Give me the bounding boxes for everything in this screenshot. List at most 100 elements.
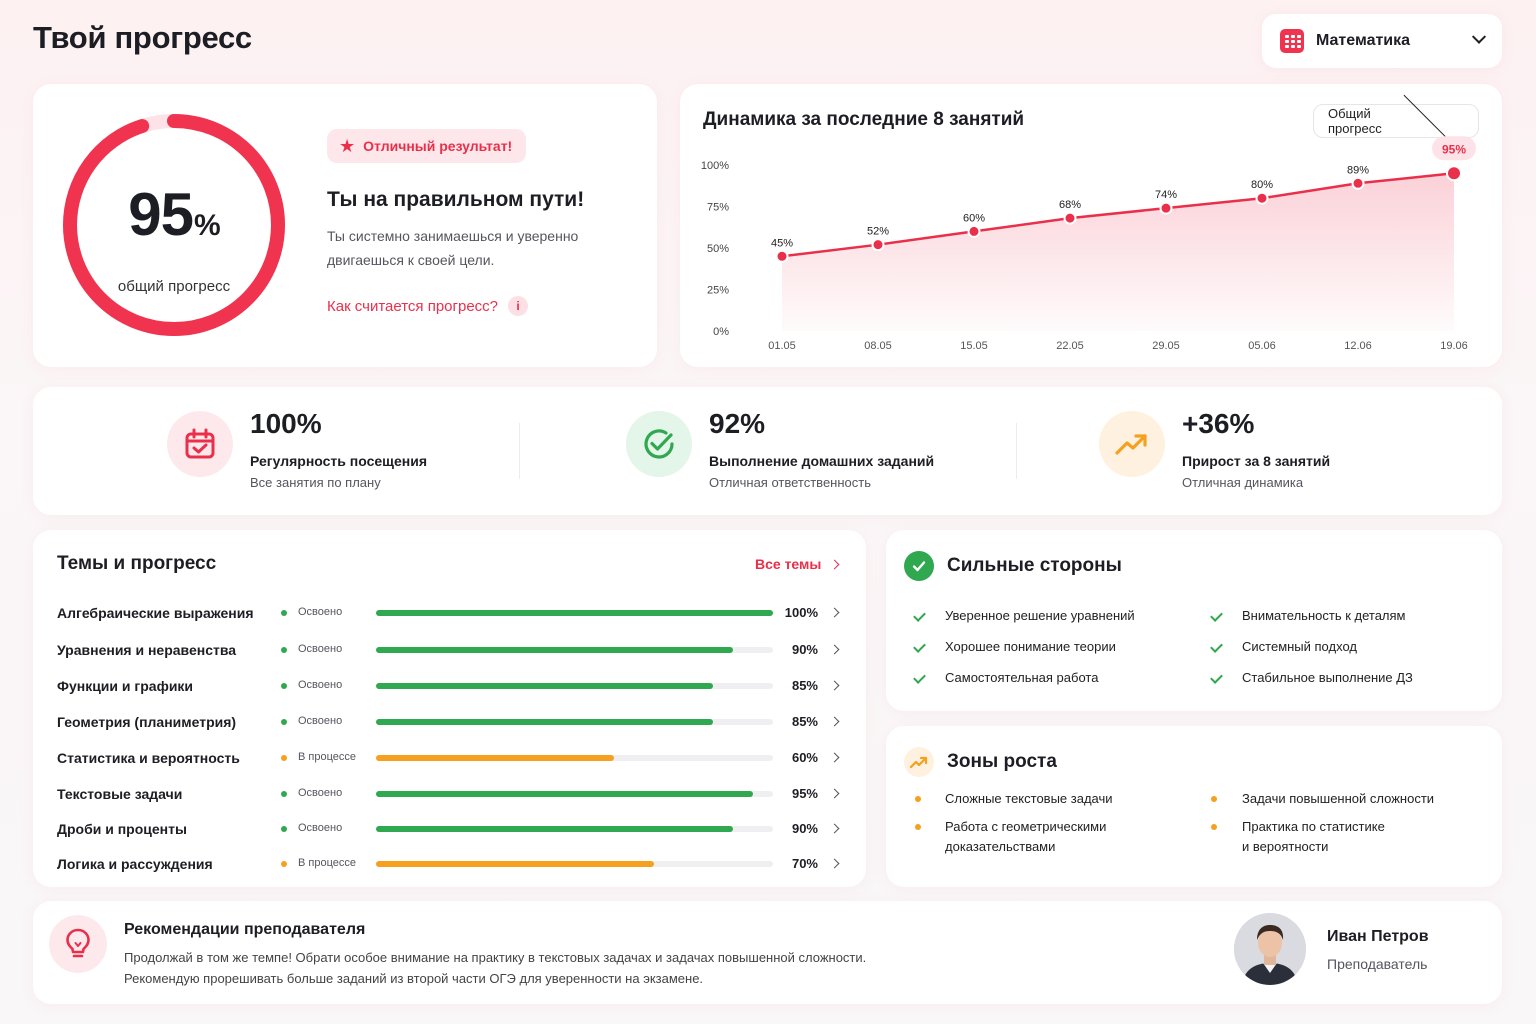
y-tick-label: 0% xyxy=(713,326,729,338)
calculator-icon xyxy=(1280,29,1304,53)
overall-progress-caption: общий прогресс xyxy=(117,278,231,295)
data-point xyxy=(775,249,789,263)
check-circle-icon xyxy=(626,411,692,477)
data-point xyxy=(1159,201,1173,215)
topic-progress-fill xyxy=(376,683,714,689)
status-dot xyxy=(281,826,287,832)
topic-progress-bar xyxy=(376,755,773,761)
subject-dropdown[interactable]: Математика xyxy=(1262,14,1502,68)
topic-percent: 70% xyxy=(791,856,818,871)
topic-progress-bar xyxy=(376,791,773,797)
status-dot xyxy=(281,683,287,689)
topics-title: Темы и прогресс xyxy=(57,553,217,574)
topic-progress-fill xyxy=(376,861,654,867)
x-tick-label: 29.05 xyxy=(1152,340,1180,352)
data-label: 60% xyxy=(963,212,985,224)
topic-row[interactable]: Статистика и вероятность В процессе 60% xyxy=(33,744,866,772)
data-label: 68% xyxy=(1059,199,1081,211)
topic-status: Освоено xyxy=(298,679,343,691)
topic-progress-bar xyxy=(376,647,773,653)
progress-description: Ты системно занимаешься и уверенно двига… xyxy=(327,228,579,268)
topic-progress-fill xyxy=(376,755,615,761)
topic-row[interactable]: Текстовые задачи Освоено 95% xyxy=(33,780,866,808)
stats-card: 100% Регулярность посещения Все занятия … xyxy=(33,387,1502,515)
divider xyxy=(519,423,520,479)
data-label: 74% xyxy=(1155,189,1177,201)
topic-row[interactable]: Геометрия (планиметрия) Освоено 85% xyxy=(33,708,866,736)
chart-area xyxy=(782,173,1454,331)
topic-row[interactable]: Функции и графики Освоено 85% xyxy=(33,672,866,700)
topic-progress-bar xyxy=(376,719,773,725)
bullet-dot xyxy=(1211,824,1217,830)
topic-progress-bar xyxy=(376,826,773,832)
data-label: 89% xyxy=(1347,164,1369,176)
chevron-right-icon xyxy=(829,858,840,869)
trend-up-icon xyxy=(904,747,934,777)
strength-item: Хорошее понимание теории xyxy=(945,639,1116,654)
topic-name: Алгебраические выражения xyxy=(57,605,254,621)
topic-name: Дроби и проценты xyxy=(57,821,187,837)
page-title: Твой прогресс xyxy=(33,20,252,55)
topic-name: Статистика и вероятность xyxy=(57,750,240,766)
topic-name: Текстовые задачи xyxy=(57,786,183,802)
stat-value: 100% xyxy=(250,408,322,439)
topic-percent: 85% xyxy=(791,678,818,693)
teacher-role: Преподаватель xyxy=(1327,956,1428,972)
data-point xyxy=(1351,176,1365,190)
stat-label: Регулярность посещения xyxy=(250,453,428,469)
data-point xyxy=(1446,165,1462,182)
lightbulb-icon xyxy=(49,915,107,973)
strength-item: Системный подход xyxy=(1242,639,1357,654)
x-tick-label: 12.06 xyxy=(1344,340,1372,352)
topic-name: Функции и графики xyxy=(57,678,194,694)
growth-item: Сложные текстовые задачи xyxy=(945,791,1113,806)
dynamics-title: Динамика за последние 8 занятий xyxy=(703,109,1025,130)
stat-value: +36% xyxy=(1182,408,1255,439)
x-tick-label: 05.06 xyxy=(1248,340,1276,352)
topic-row[interactable]: Алгебраические выражения Освоено 100% xyxy=(33,599,866,627)
topic-row[interactable]: Уравнения и неравенства Освоено 90% xyxy=(33,636,866,664)
x-tick-label: 08.05 xyxy=(864,340,892,352)
topic-percent: 90% xyxy=(791,642,818,657)
teacher-name: Иван Петров xyxy=(1327,928,1429,945)
topic-progress-fill xyxy=(376,719,714,725)
growth-title: Зоны роста xyxy=(947,751,1057,772)
topics-card: Темы и прогресс Все темы Алгебраические … xyxy=(33,530,866,887)
stat-label: Прирост за 8 занятий xyxy=(1182,453,1331,469)
y-tick-label: 25% xyxy=(707,285,729,297)
status-dot xyxy=(281,610,287,616)
strength-item: Уверенное решение уравнений xyxy=(945,608,1135,623)
growth-zones-card: Зоны роста Сложные текстовые задачи Рабо… xyxy=(886,726,1502,887)
chevron-right-icon xyxy=(829,823,840,834)
x-tick-label: 01.05 xyxy=(768,340,796,352)
all-topics-label: Все темы xyxy=(755,556,822,572)
how-progress-link[interactable]: Как считается прогресс? i xyxy=(327,296,529,316)
topic-progress-bar xyxy=(376,861,773,867)
recommendation-line: Рекомендую прорешивать больше заданий из… xyxy=(124,971,704,986)
topic-percent: 90% xyxy=(791,821,818,836)
chart-metric-dropdown[interactable]: Общий прогресс xyxy=(1313,90,1479,144)
check-icon xyxy=(913,609,926,622)
info-icon: i xyxy=(508,296,529,316)
recommendations-title: Рекомендации преподавателя xyxy=(124,921,366,938)
topic-row[interactable]: Логика и рассуждения В процессе 70% xyxy=(33,850,866,878)
y-tick-label: 100% xyxy=(701,160,729,172)
growth-item: Задачи повышенной сложности xyxy=(1242,791,1435,806)
growth-item: Практика по статистике xyxy=(1242,819,1385,834)
strengths-card: Сильные стороны Уверенное решение уравне… xyxy=(886,530,1502,711)
topic-progress-bar xyxy=(376,610,773,616)
recommendation-line: Продолжай в том же темпе! Обрати особое … xyxy=(124,950,867,965)
stat-sub: Все занятия по плану xyxy=(250,475,381,490)
all-topics-link[interactable]: Все темы xyxy=(755,556,840,572)
dynamics-chart: 0% 25% 50% 75% 100% 01.05 08.05 15.05 22.05 29.05… xyxy=(701,136,1476,352)
topic-progress-bar xyxy=(376,683,773,689)
check-icon xyxy=(913,640,926,653)
how-progress-link-label: Как считается прогресс? xyxy=(327,297,499,315)
topic-row[interactable]: Дроби и проценты Освоено 90% xyxy=(33,815,866,843)
topic-status: Освоено xyxy=(298,787,343,799)
y-tick-label: 50% xyxy=(707,243,729,255)
topic-percent: 85% xyxy=(791,714,818,729)
status-dot xyxy=(281,791,287,797)
data-point xyxy=(1063,211,1077,225)
bullet-dot xyxy=(915,796,921,802)
